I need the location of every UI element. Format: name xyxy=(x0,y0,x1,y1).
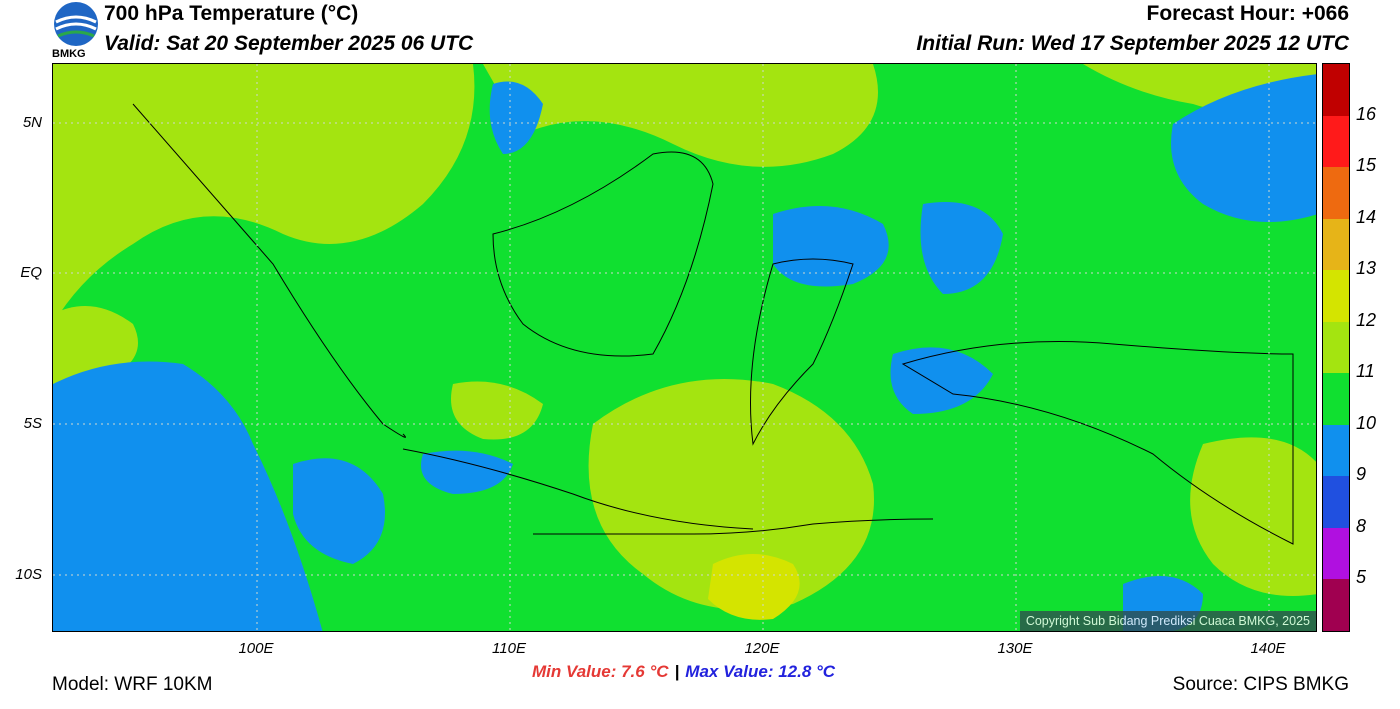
initial-run: Initial Run: Wed 17 September 2025 12 UT… xyxy=(916,32,1349,55)
lon-label: 140E xyxy=(1250,640,1286,657)
colorbar-label: 9 xyxy=(1356,464,1367,485)
temperature-map xyxy=(52,63,1317,632)
colorbar-segment xyxy=(1323,373,1349,426)
colorbar-label: 12 xyxy=(1356,309,1377,330)
graticule xyxy=(53,64,1316,631)
colorbar-segment xyxy=(1323,218,1349,271)
lon-label: 120E xyxy=(744,640,780,657)
lat-label: 5N xyxy=(22,114,42,131)
logo-text: BMKG xyxy=(52,48,86,60)
colorbar-label: 10 xyxy=(1356,412,1377,433)
lon-label: 100E xyxy=(238,640,274,657)
lon-label: 110E xyxy=(492,640,526,657)
colorbar-segment xyxy=(1323,64,1349,117)
min-max-values: Min Value: 7.6 °C | Max Value: 12.8 °C xyxy=(532,662,835,682)
colorbar-segment xyxy=(1323,115,1349,168)
model-label: Model: WRF 10KM xyxy=(52,674,213,695)
min-value: Min Value: 7.6 °C xyxy=(532,662,669,681)
colorbar-segment xyxy=(1323,476,1349,529)
separator: | xyxy=(674,662,680,681)
max-value: Max Value: 12.8 °C xyxy=(685,662,836,681)
colorbar-segment xyxy=(1323,167,1349,220)
colorbar-label: 14 xyxy=(1356,206,1377,227)
colorbar-label: 8 xyxy=(1356,515,1367,536)
colorbar-label: 15 xyxy=(1356,155,1377,176)
colorbar-label: 11 xyxy=(1356,361,1375,382)
colorbar-segment xyxy=(1323,579,1349,632)
colorbar-segment xyxy=(1323,424,1349,477)
lat-label: EQ xyxy=(20,264,42,281)
warm-regions xyxy=(53,64,1316,610)
map-title: 700 hPa Temperature (°C) xyxy=(104,2,359,25)
bmkg-logo xyxy=(54,2,98,46)
coastlines xyxy=(132,103,1294,545)
colorbar-label: 16 xyxy=(1356,103,1377,124)
copyright-notice: Copyright Sub Bidang Prediksi Cuaca BMKG… xyxy=(1019,611,1316,631)
lat-label: 5S xyxy=(23,415,42,432)
lon-label: 130E xyxy=(997,640,1033,657)
colorbar-label: 5 xyxy=(1356,567,1367,588)
cool-regions xyxy=(53,74,1316,631)
lat-label: 10S xyxy=(15,566,42,583)
hot-spot xyxy=(708,554,800,620)
source-label: Source: CIPS BMKG xyxy=(1172,674,1349,695)
colorbar-segment xyxy=(1323,270,1349,323)
valid-time: Valid: Sat 20 September 2025 06 UTC xyxy=(104,32,474,55)
temperature-field xyxy=(53,64,1316,631)
colorbar-segment xyxy=(1323,321,1349,374)
colorbar-label: 13 xyxy=(1356,258,1377,279)
temperature-colorbar xyxy=(1322,63,1350,632)
colorbar-segment xyxy=(1323,527,1349,580)
forecast-hour: Forecast Hour: +066 xyxy=(1146,2,1350,25)
